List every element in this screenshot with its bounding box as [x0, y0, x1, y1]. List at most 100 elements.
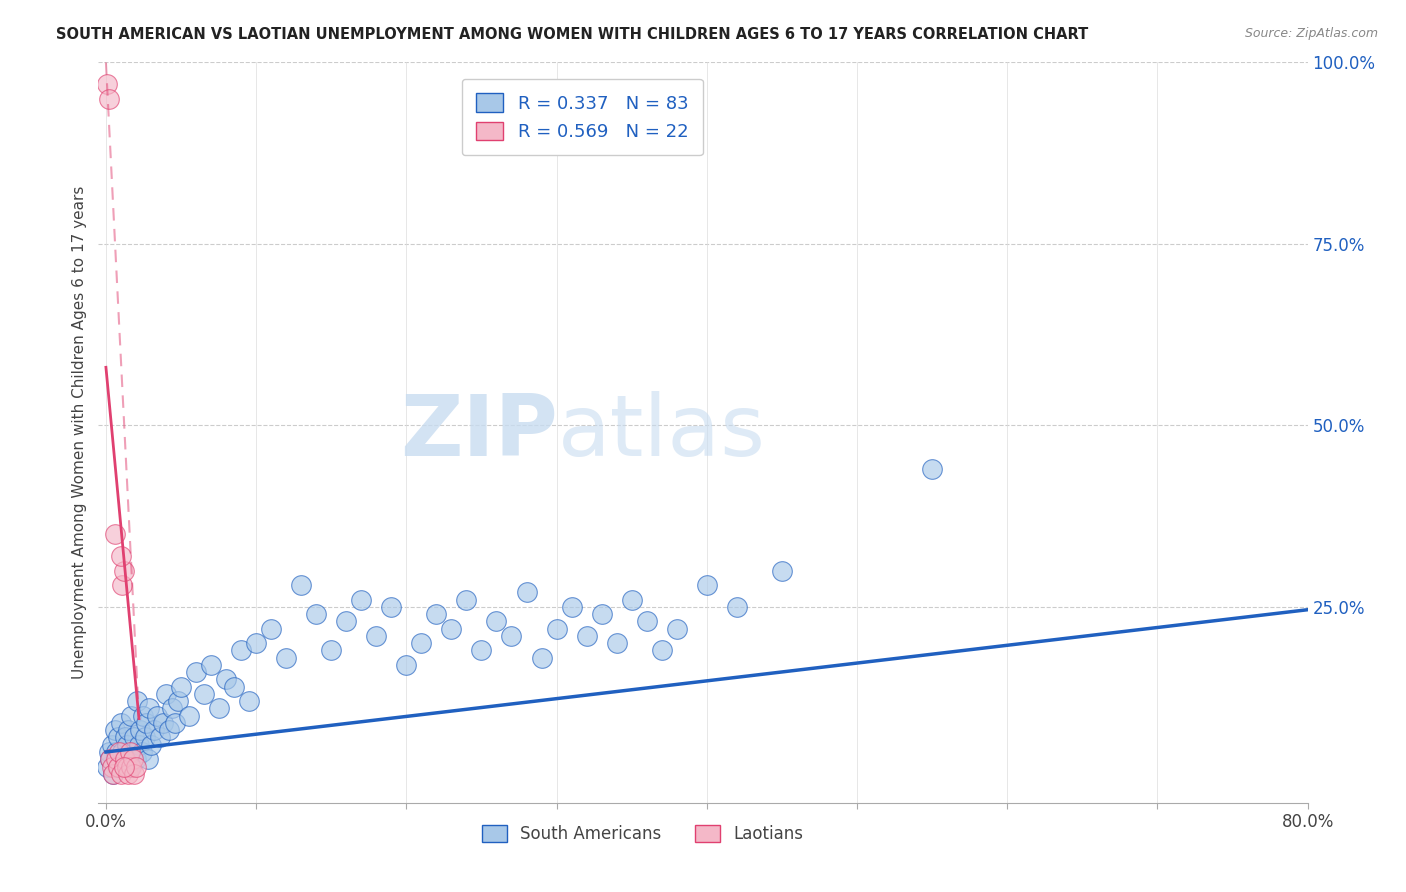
Point: [103, 766, 125, 780]
Point: [112, 564, 135, 578]
Text: SOUTH AMERICAN VS LAOTIAN UNEMPLOYMENT AMONG WOMEN WITH CHILDREN AGES 6 TO 17 YE: SOUTH AMERICAN VS LAOTIAN UNEMPLOYMENT A…: [56, 27, 1088, 42]
Point: [125, 759, 148, 773]
Point: [104, 723, 127, 738]
Point: [105, 752, 128, 766]
Point: [115, 738, 138, 752]
Point: [136, 752, 159, 766]
Point: [380, 599, 402, 614]
Point: [129, 723, 152, 738]
Point: [108, 745, 131, 759]
Point: [207, 701, 229, 715]
Point: [591, 607, 613, 621]
Point: [114, 731, 136, 745]
Point: [132, 708, 155, 723]
Point: [575, 629, 598, 643]
Point: [152, 715, 174, 730]
Point: [456, 592, 478, 607]
Point: [350, 592, 373, 607]
Point: [155, 687, 177, 701]
Y-axis label: Unemployment Among Women with Children Ages 6 to 17 years: Unemployment Among Women with Children A…: [72, 186, 87, 680]
Point: [139, 738, 162, 752]
Point: [1326, 622, 1348, 636]
Point: [110, 766, 132, 780]
Point: [112, 752, 135, 766]
Point: [770, 564, 793, 578]
Point: [229, 643, 252, 657]
Point: [103, 766, 125, 780]
Point: [101, 759, 124, 773]
Point: [245, 636, 267, 650]
Point: [104, 527, 127, 541]
Point: [411, 636, 433, 650]
Point: [124, 731, 146, 745]
Point: [96, 77, 118, 91]
Point: [200, 657, 222, 672]
Point: [470, 643, 492, 657]
Point: [101, 738, 124, 752]
Point: [321, 643, 343, 657]
Point: [114, 752, 136, 766]
Point: [117, 723, 139, 738]
Point: [110, 715, 132, 730]
Point: [121, 708, 143, 723]
Point: [111, 578, 134, 592]
Point: [97, 745, 120, 759]
Point: [118, 745, 141, 759]
Point: [167, 694, 190, 708]
Point: [143, 723, 166, 738]
Point: [215, 673, 238, 687]
Point: [107, 759, 129, 773]
Point: [620, 592, 643, 607]
Point: [108, 759, 131, 773]
Point: [122, 745, 145, 759]
Point: [105, 745, 128, 759]
Point: [96, 759, 118, 773]
Point: [124, 766, 146, 780]
Point: [160, 701, 183, 715]
Point: [222, 680, 245, 694]
Point: [118, 759, 141, 773]
Point: [128, 738, 150, 752]
Point: [127, 694, 149, 708]
Point: [606, 636, 628, 650]
Point: [111, 745, 134, 759]
Point: [135, 715, 157, 730]
Point: [515, 585, 537, 599]
Point: [170, 680, 193, 694]
Point: [184, 665, 207, 680]
Point: [112, 759, 135, 773]
Point: [107, 731, 129, 745]
Point: [335, 615, 357, 629]
Text: ZIP: ZIP: [401, 391, 558, 475]
Point: [193, 687, 215, 701]
Point: [163, 715, 186, 730]
Point: [149, 731, 172, 745]
Point: [131, 745, 153, 759]
Point: [636, 615, 658, 629]
Point: [501, 629, 523, 643]
Point: [117, 766, 139, 780]
Point: [665, 622, 688, 636]
Point: [260, 622, 283, 636]
Point: [134, 731, 156, 745]
Point: [121, 759, 143, 773]
Point: [696, 578, 718, 592]
Point: [290, 578, 312, 592]
Point: [100, 752, 122, 766]
Point: [276, 650, 298, 665]
Legend: South Americans, Laotians: South Americans, Laotians: [475, 819, 810, 850]
Point: [546, 622, 568, 636]
Point: [561, 599, 583, 614]
Point: [125, 752, 148, 766]
Point: [97, 92, 120, 106]
Point: [146, 708, 169, 723]
Point: [138, 701, 160, 715]
Point: [395, 657, 418, 672]
Text: atlas: atlas: [558, 391, 766, 475]
Point: [115, 759, 138, 773]
Point: [530, 650, 553, 665]
Point: [725, 599, 748, 614]
Point: [100, 752, 122, 766]
Point: [366, 629, 388, 643]
Point: [238, 694, 260, 708]
